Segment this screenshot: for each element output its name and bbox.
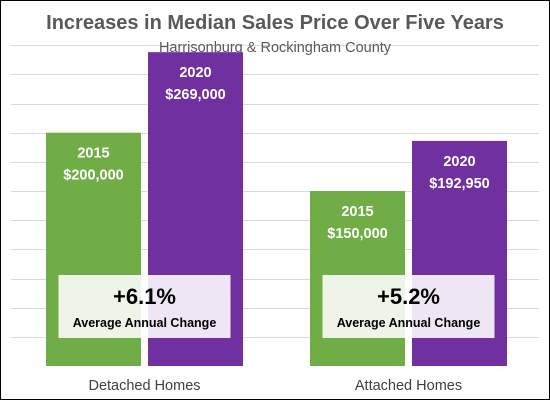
bar-year-label: 2020 [179,65,211,81]
bar-year-label: 2015 [77,146,109,162]
bar-year-label: 2015 [341,204,373,220]
chart-subtitle: Harrisonburg & Rockingham County [159,40,392,56]
annual-change-value: +5.2% [377,284,440,309]
annotation-boxes: +6.1% Average Annual Change +5.2% Average A… [58,275,495,338]
category-labels: Detached Homes Attached Homes [88,378,462,394]
annual-change-caption: Average Annual Change [337,316,481,330]
category-label: Detached Homes [88,378,200,394]
annual-change-value: +6.1% [113,284,176,309]
category-label: Attached Homes [355,378,462,394]
bar-value-label: $150,000 [327,226,387,242]
bar-value-label: $200,000 [63,168,123,184]
bar-value-label: $269,000 [165,87,225,103]
annotation-box [322,275,495,338]
bar-value-label: $192,950 [429,176,489,192]
chart-title: Increases in Median Sales Price Over Fiv… [46,12,504,34]
annual-change-caption: Average Annual Change [73,316,217,330]
annotation-box [58,275,231,338]
bar-year-label: 2020 [443,154,475,170]
